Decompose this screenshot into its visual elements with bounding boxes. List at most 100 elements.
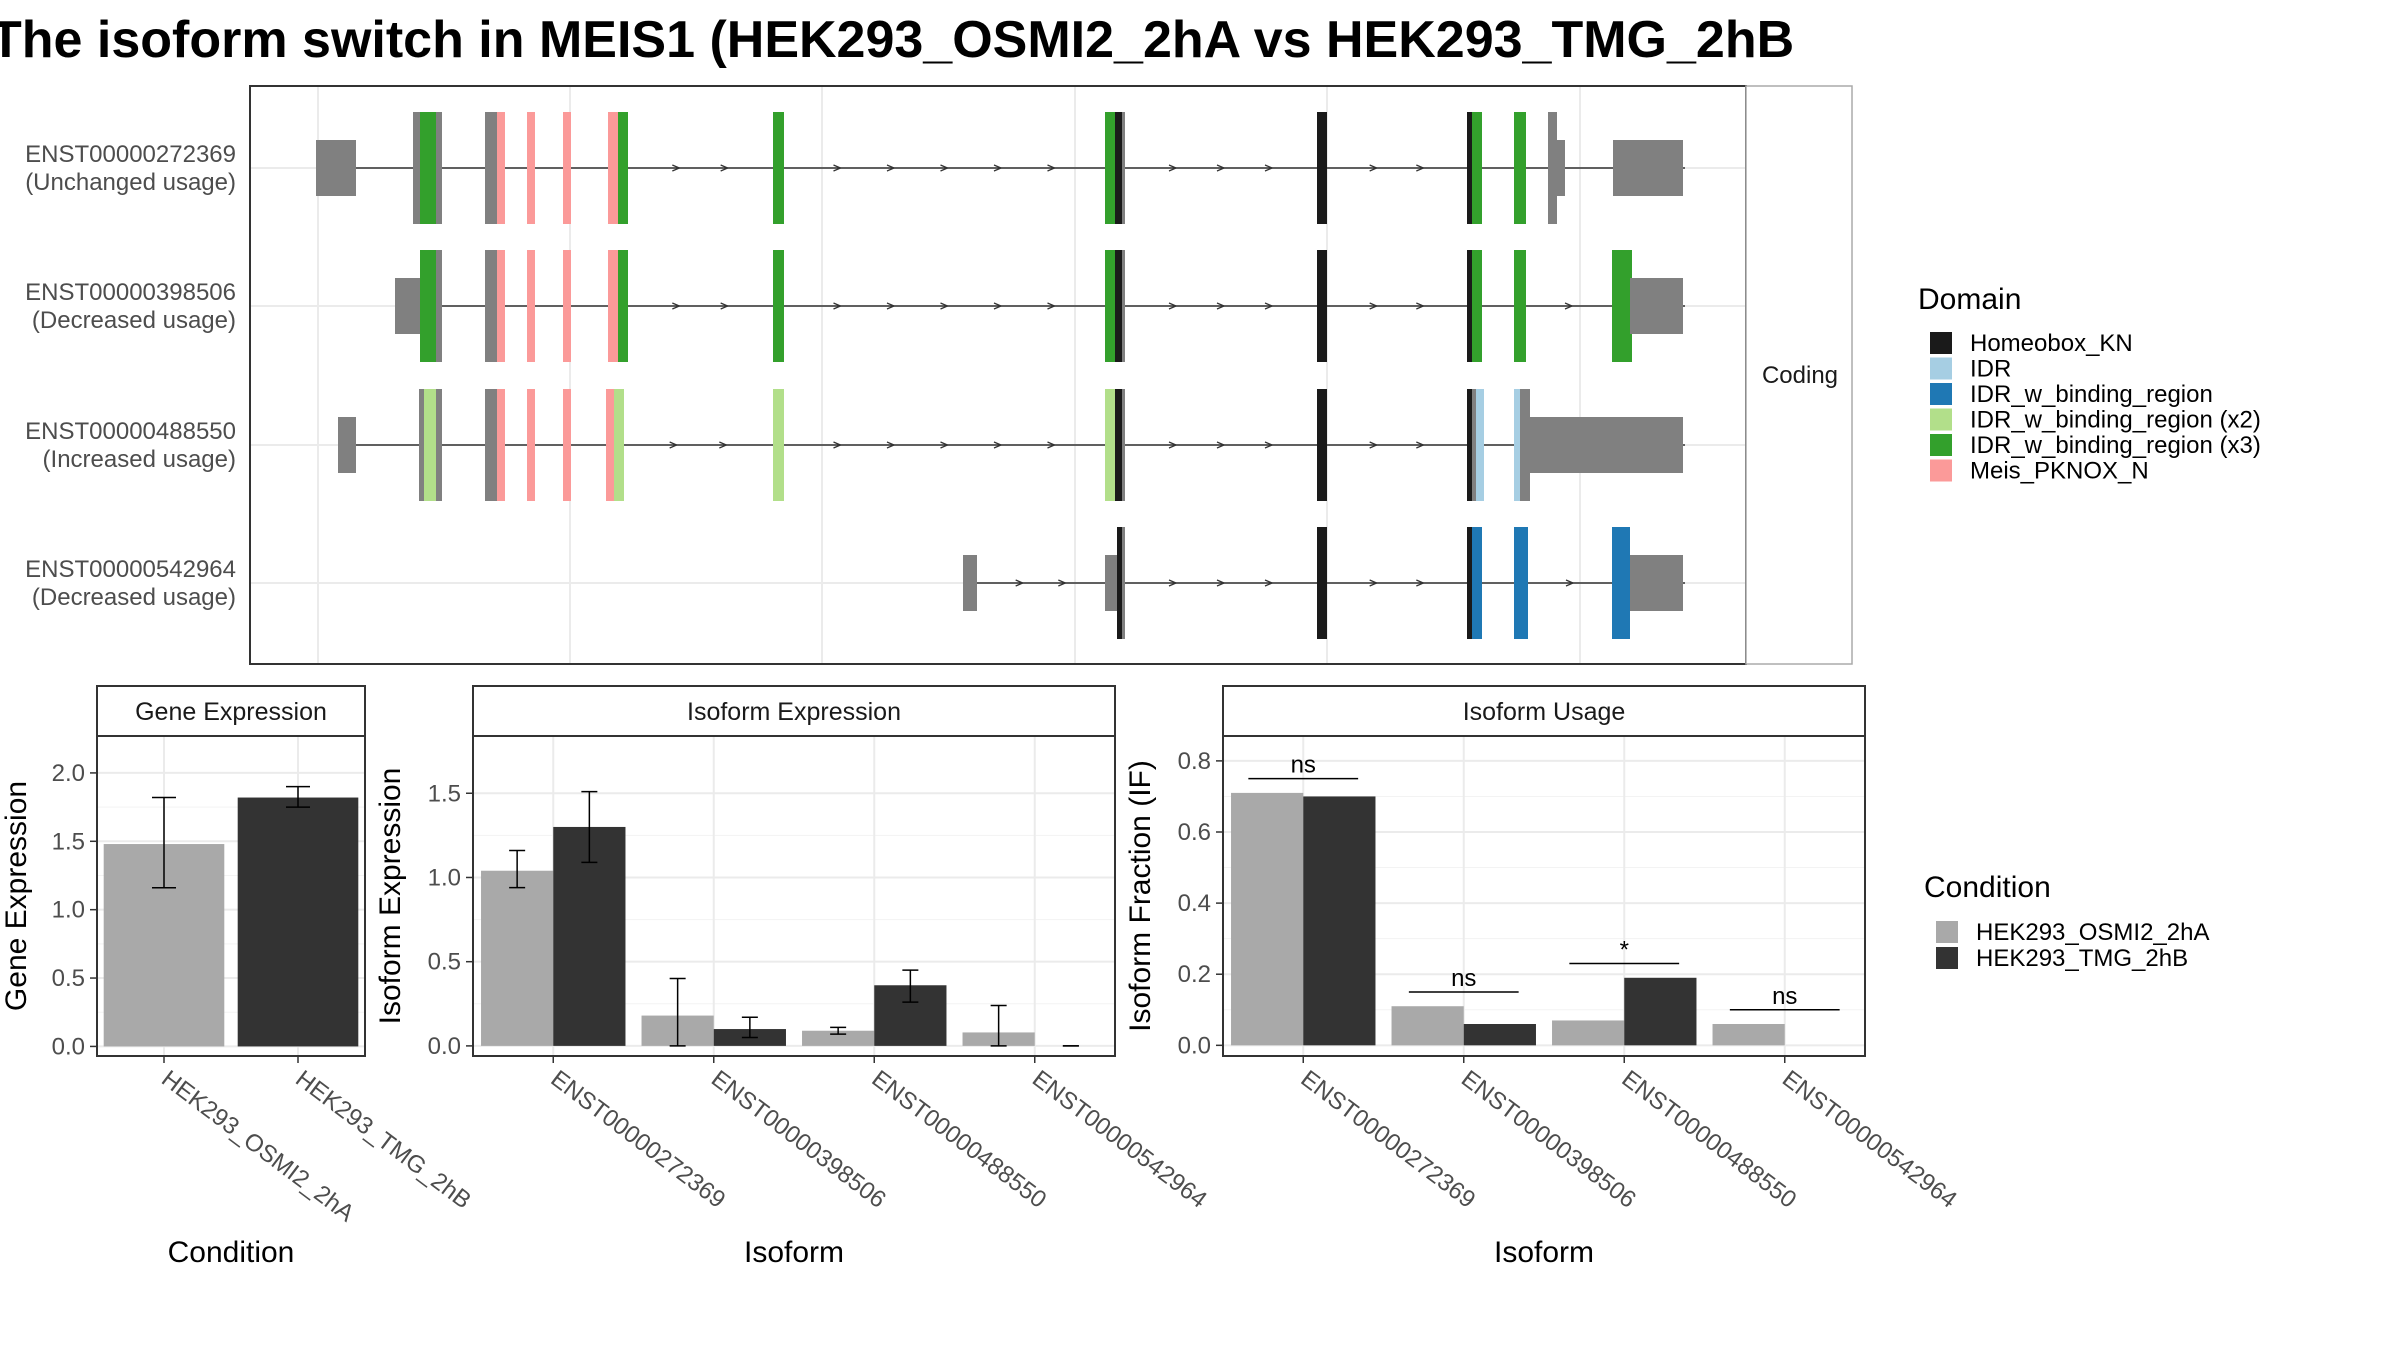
direction-arrow-icon bbox=[1216, 164, 1226, 172]
direction-arrow-icon bbox=[1369, 302, 1379, 310]
direction-arrow-icon bbox=[1416, 302, 1425, 310]
domain-block bbox=[773, 389, 784, 501]
y-tick-label: 0.0 bbox=[52, 1033, 85, 1060]
domain-block bbox=[618, 250, 628, 362]
significance-label: ns bbox=[1772, 983, 1797, 1010]
x-tick-label: ENST00000398506 bbox=[1456, 1065, 1641, 1213]
page-title: The isoform switch in MEIS1 (HEK293_OSMI… bbox=[0, 11, 1794, 69]
transcript-usage-label: (Increased usage) bbox=[43, 446, 236, 473]
exon-block bbox=[436, 112, 442, 224]
direction-arrow-icon bbox=[1264, 441, 1274, 449]
domain-block bbox=[424, 389, 436, 501]
transcript-id-label: ENST00000488550 bbox=[25, 418, 236, 445]
domain-block bbox=[527, 389, 535, 501]
domain-legend-label: Homeobox_KN bbox=[1970, 330, 2133, 357]
condition-legend-swatch bbox=[1936, 921, 1958, 943]
significance-label: ns bbox=[1451, 965, 1476, 992]
domain-block bbox=[1472, 250, 1482, 362]
domain-legend-swatch bbox=[1930, 434, 1952, 456]
domain-block bbox=[563, 389, 571, 501]
x-tick-label: ENST00000398506 bbox=[706, 1065, 891, 1213]
domain-block bbox=[1612, 250, 1632, 362]
domain-legend-swatch bbox=[1930, 383, 1952, 405]
domain-block bbox=[773, 250, 784, 362]
facet-strip-label: Coding bbox=[1762, 362, 1838, 389]
condition-legend-label: HEK293_OSMI2_2hA bbox=[1976, 919, 2209, 946]
domain-block bbox=[1317, 527, 1327, 639]
transcript-id-label: ENST00000398506 bbox=[25, 279, 236, 306]
x-tick-label: ENST00000542964 bbox=[1777, 1065, 1962, 1213]
transcript-track bbox=[395, 250, 1685, 362]
domain-block bbox=[618, 112, 628, 224]
domain-block bbox=[1115, 389, 1122, 501]
bar bbox=[1552, 1020, 1625, 1046]
direction-arrow-icon bbox=[1369, 164, 1379, 172]
bar bbox=[1303, 796, 1376, 1046]
direction-arrow-icon bbox=[720, 164, 730, 172]
domain-block bbox=[614, 389, 624, 501]
bar bbox=[553, 826, 626, 1046]
direction-arrow-icon bbox=[672, 164, 681, 172]
direction-arrow-icon bbox=[1168, 164, 1178, 172]
exon-block bbox=[1520, 389, 1530, 501]
exon-block bbox=[1105, 555, 1119, 611]
domain-block bbox=[1117, 527, 1122, 639]
isoform-usage-chart: ns ns * ns Isoform Usage 0.0 0.2 0.4 0.6 0.8 ENST0… bbox=[1124, 685, 1962, 1269]
direction-arrow-icon bbox=[833, 302, 843, 310]
bar bbox=[481, 870, 554, 1046]
exon-block bbox=[485, 112, 497, 224]
bar bbox=[1391, 1006, 1464, 1046]
domain-block bbox=[1472, 527, 1482, 639]
direction-arrow-icon bbox=[833, 164, 843, 172]
transcript-usage-label: (Decreased usage) bbox=[32, 307, 236, 334]
chart-strip-title: Isoform Expression bbox=[687, 698, 901, 726]
domain-block bbox=[420, 112, 436, 224]
direction-arrow-icon bbox=[1168, 579, 1178, 587]
transcript-structure-panel: Coding ENST00000272369(Unchanged usage) E… bbox=[25, 85, 1853, 665]
direction-arrow-icon bbox=[886, 441, 896, 449]
y-tick-label: 0.2 bbox=[1178, 961, 1211, 988]
domain-legend-label: IDR bbox=[1970, 356, 2011, 383]
domain-legend-label: IDR_w_binding_region (x3) bbox=[1970, 432, 2261, 459]
exon-block bbox=[1613, 140, 1683, 196]
domain-legend-label: IDR_w_binding_region bbox=[1970, 381, 2213, 408]
bar bbox=[1624, 977, 1697, 1046]
exon-block bbox=[963, 555, 977, 611]
exon-block bbox=[1530, 417, 1683, 473]
direction-arrow-icon bbox=[940, 302, 950, 310]
direction-arrow-icon bbox=[1047, 302, 1057, 310]
direction-arrow-icon bbox=[1015, 579, 1025, 587]
direction-arrow-icon bbox=[993, 164, 1003, 172]
transcript-track bbox=[338, 389, 1685, 501]
direction-arrow-icon bbox=[1564, 302, 1574, 310]
direction-arrow-icon bbox=[886, 302, 896, 310]
bar bbox=[802, 1030, 875, 1046]
direction-arrow-icon bbox=[1047, 164, 1057, 172]
direction-arrow-icon bbox=[1416, 579, 1425, 587]
direction-arrow-icon bbox=[1216, 579, 1226, 587]
domain-block bbox=[1467, 527, 1472, 639]
domain-block bbox=[608, 250, 618, 362]
y-tick-label: 0.4 bbox=[1178, 890, 1211, 917]
exon-block bbox=[395, 278, 423, 334]
direction-arrow-icon bbox=[1416, 164, 1425, 172]
direction-arrow-icon bbox=[833, 441, 843, 449]
domain-block bbox=[527, 112, 535, 224]
direction-arrow-icon bbox=[940, 441, 950, 449]
domain-block bbox=[1514, 112, 1526, 224]
domain-block bbox=[563, 250, 571, 362]
domain-block bbox=[1115, 112, 1122, 224]
condition-legend-label: HEK293_TMG_2hB bbox=[1976, 945, 2188, 972]
direction-arrow-icon bbox=[1369, 579, 1379, 587]
chart-strip-title: Isoform Usage bbox=[1463, 698, 1626, 726]
transcript-track bbox=[316, 112, 1685, 224]
domain-block bbox=[1514, 389, 1520, 501]
y-tick-label: 2.0 bbox=[52, 760, 85, 787]
facet-strip bbox=[1222, 685, 1866, 737]
domain-block bbox=[527, 250, 535, 362]
y-axis-title: Gene Expression bbox=[0, 781, 33, 1011]
direction-arrow-icon bbox=[1168, 302, 1178, 310]
direction-arrow-icon bbox=[993, 302, 1003, 310]
domain-block bbox=[608, 112, 618, 224]
